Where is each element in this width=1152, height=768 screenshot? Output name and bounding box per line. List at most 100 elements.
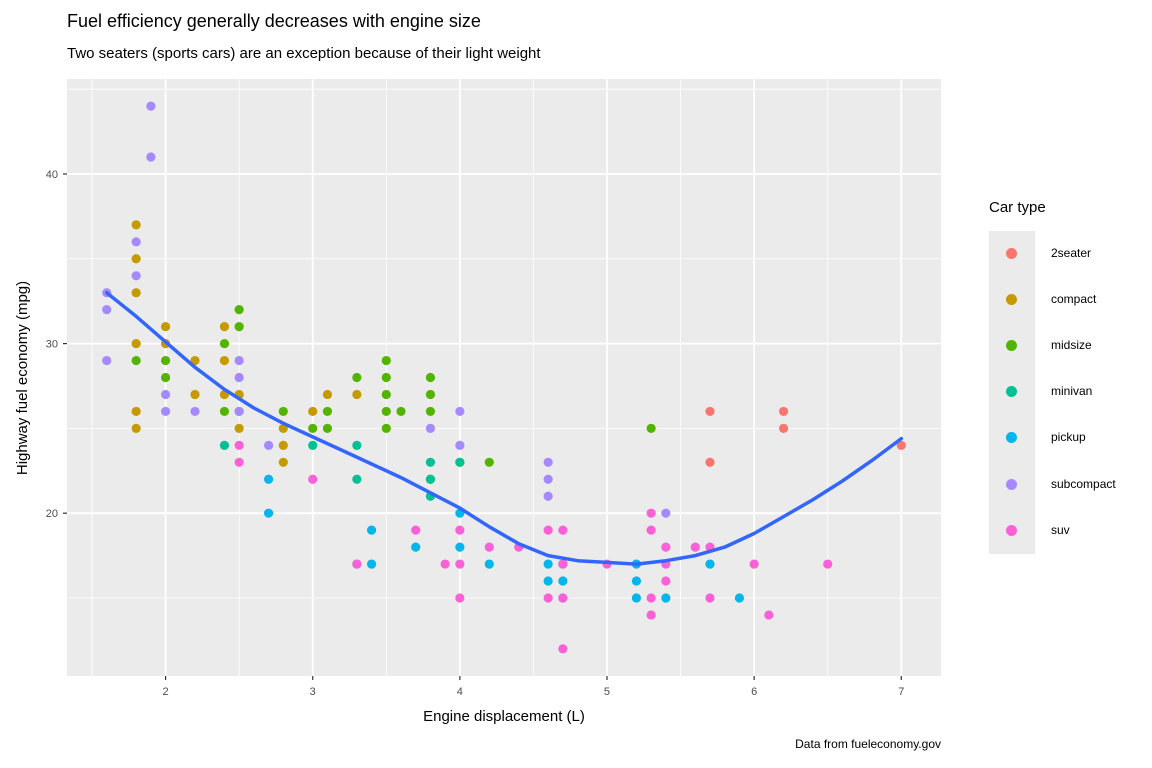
point-minivan [308, 440, 318, 450]
legend-item-suv: suv [989, 508, 1149, 554]
legend-key-suv [1006, 524, 1017, 536]
point-midsize [381, 355, 391, 366]
point-subcompact [131, 237, 141, 247]
point-pickup [543, 576, 553, 586]
legend-item-2seater: 2seater [989, 231, 1149, 277]
legend-item-midsize: midsize [989, 323, 1149, 369]
point-compact [219, 322, 230, 332]
point-midsize [425, 389, 436, 400]
point-minivan [455, 457, 465, 467]
point-midsize [425, 406, 436, 417]
x-axis: 2 3 4 5 6 7 [163, 676, 904, 698]
point-subcompact [543, 491, 553, 501]
chart-title: Fuel efficiency generally decreases with… [67, 11, 481, 31]
point-suv [661, 542, 671, 552]
point-subcompact [102, 305, 112, 315]
point-2seater [778, 423, 789, 433]
point-pickup [263, 508, 274, 518]
point-subcompact [455, 406, 465, 417]
point-suv [705, 593, 715, 603]
point-suv [646, 508, 656, 518]
plot-panel [67, 79, 941, 676]
point-subcompact [160, 406, 171, 417]
legend-item-pickup: pickup [989, 415, 1149, 461]
point-compact [278, 440, 288, 450]
point-midsize [234, 322, 244, 332]
point-suv [455, 525, 465, 535]
point-suv [543, 525, 553, 535]
legend-key-midsize [1006, 340, 1017, 352]
chart-caption: Data from fueleconomy.gov [795, 737, 941, 751]
x-tick-label: 7 [898, 686, 904, 698]
point-compact [234, 423, 244, 433]
point-compact [131, 220, 141, 230]
point-suv [308, 474, 318, 484]
point-subcompact [146, 101, 156, 111]
point-pickup [263, 474, 274, 484]
point-compact [131, 406, 141, 417]
point-subcompact [160, 389, 171, 400]
point-suv [455, 559, 465, 569]
point-suv [646, 593, 656, 603]
point-suv [661, 576, 671, 586]
point-midsize [352, 372, 362, 383]
point-subcompact [234, 372, 244, 383]
point-midsize [278, 406, 288, 417]
point-pickup [631, 576, 642, 586]
x-tick-label: 2 [163, 686, 169, 698]
point-2seater [778, 406, 789, 417]
point-compact [322, 389, 333, 400]
point-suv [646, 525, 656, 535]
point-suv [558, 525, 568, 535]
legend-item-subcompact: subcompact [989, 462, 1149, 508]
point-minivan [425, 457, 436, 467]
point-midsize [425, 372, 436, 383]
point-subcompact [234, 406, 244, 417]
point-pickup [366, 559, 377, 569]
point-midsize [396, 406, 406, 417]
point-midsize [484, 457, 494, 467]
point-suv [558, 559, 568, 569]
legend-label: midsize [1051, 338, 1092, 353]
point-midsize [646, 423, 656, 433]
legend-title: Car type [989, 199, 1046, 216]
point-subcompact [425, 423, 436, 433]
point-suv [455, 593, 465, 603]
point-compact [160, 322, 171, 332]
point-midsize [308, 423, 318, 433]
point-suv [764, 610, 774, 620]
point-pickup [366, 525, 377, 535]
point-minivan [219, 440, 230, 450]
y-axis-label: Highway fuel economy (mpg) [14, 281, 31, 475]
point-subcompact [455, 440, 465, 450]
point-pickup [484, 559, 494, 569]
point-midsize [234, 305, 244, 315]
point-subcompact [234, 355, 244, 366]
point-compact [352, 389, 362, 400]
point-suv [558, 644, 568, 654]
grid-minor [67, 79, 941, 676]
legend-item-minivan: minivan [989, 369, 1149, 415]
x-axis-label: Engine displacement (L) [423, 708, 585, 725]
point-subcompact [146, 152, 156, 162]
legend-label: subcompact [1051, 476, 1116, 491]
point-compact [131, 338, 141, 349]
point-midsize [381, 423, 391, 433]
legend-key-minivan [1006, 386, 1017, 398]
point-midsize [160, 372, 171, 383]
point-minivan [352, 474, 362, 484]
point-midsize [381, 389, 391, 400]
x-tick-label: 3 [310, 686, 316, 698]
point-midsize [322, 406, 333, 417]
point-midsize [322, 423, 333, 433]
chart-subtitle: Two seaters (sports cars) are an excepti… [67, 45, 541, 62]
point-subcompact [102, 355, 112, 366]
point-compact [190, 389, 200, 400]
legend-label: compact [1051, 292, 1097, 307]
y-axis: 20 30 40 [46, 169, 67, 520]
point-compact [131, 254, 141, 264]
point-midsize [219, 338, 230, 349]
legend-key-compact [1006, 294, 1017, 306]
legend-item-compact: compact [989, 277, 1149, 323]
